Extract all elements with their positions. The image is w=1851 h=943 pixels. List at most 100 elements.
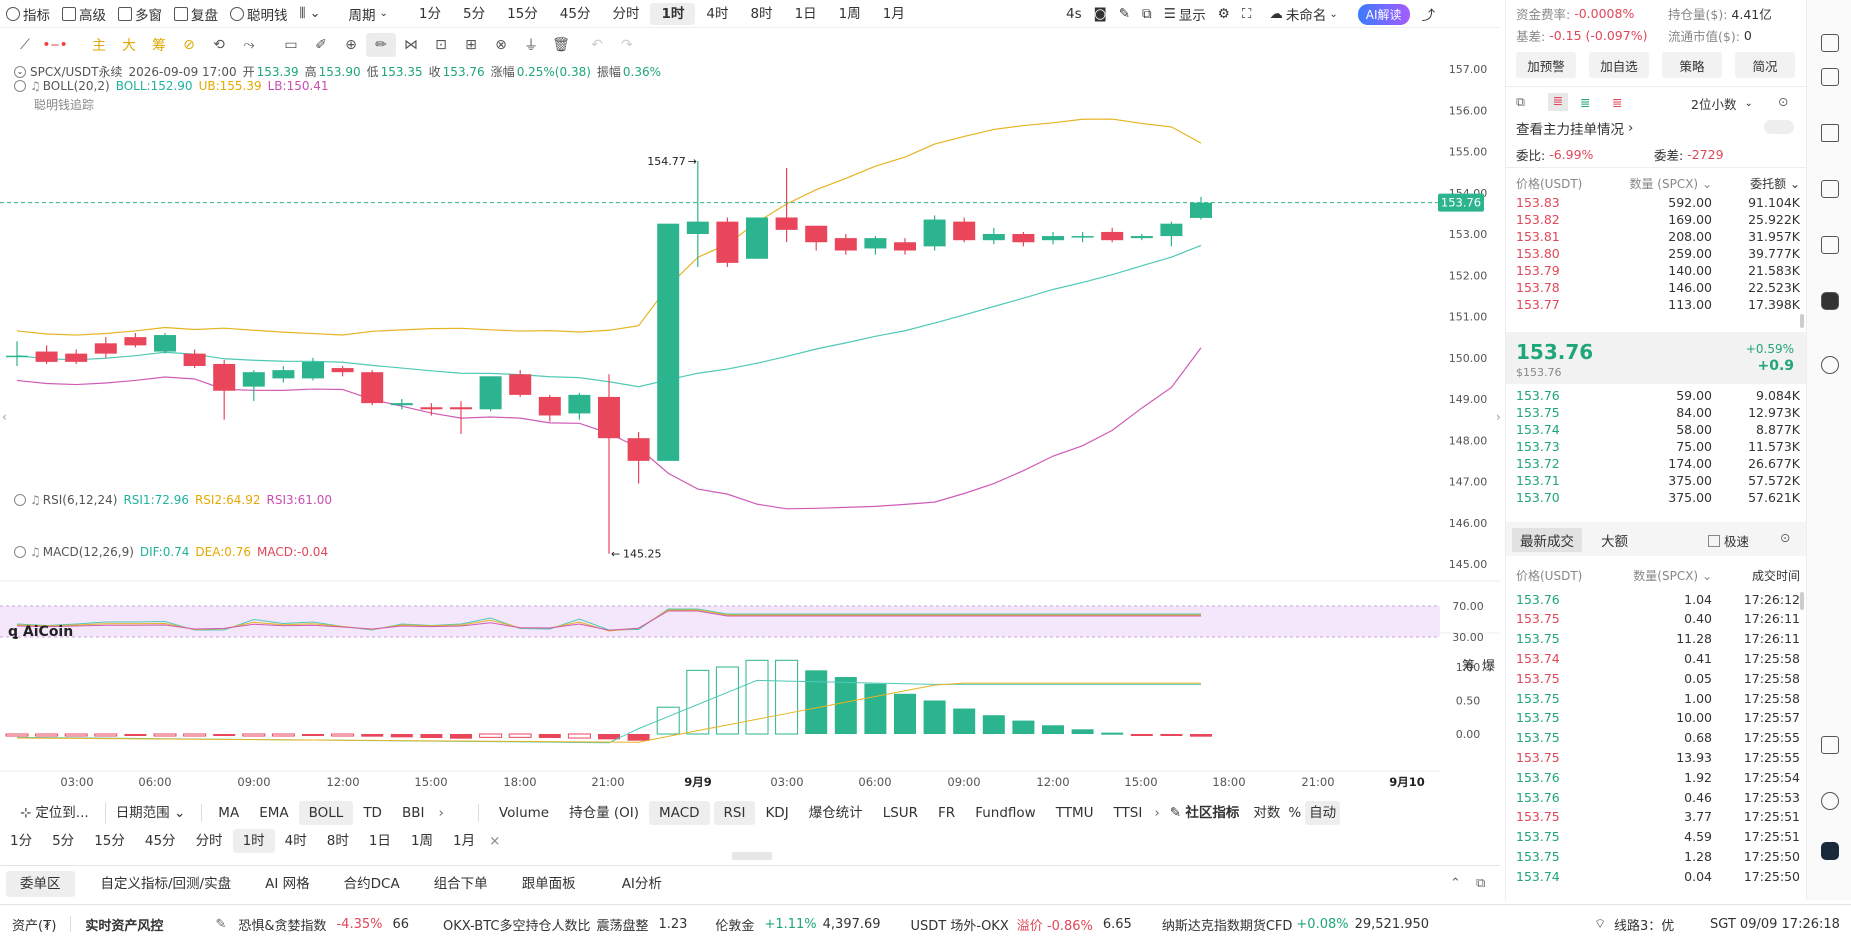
ob-header-qty[interactable]: 数量 (SPCX) ⌄ — [1629, 176, 1712, 191]
add-alert-button[interactable]: 加预警 — [1516, 52, 1576, 78]
kline-chart[interactable]: 157.00156.00155.00154.00153.00152.00151.… — [0, 61, 1500, 801]
sub-ttmu[interactable]: TTMU — [1055, 805, 1094, 821]
usdt-otc-label[interactable]: USDT 场外-OKX — [910, 918, 1009, 934]
gold-label[interactable]: 伦敦金 — [715, 918, 755, 934]
apps-icon[interactable] — [1821, 736, 1839, 754]
chevron-right-icon[interactable]: › — [438, 805, 444, 821]
bid-row[interactable]: 153.73 75.00 11.573K — [1516, 436, 1802, 456]
tab-ai-analysis[interactable]: AI分析 — [621, 875, 662, 892]
swap-icon[interactable] — [1821, 356, 1839, 374]
trade-row[interactable]: 153.75 11.28 17:26:11 — [1516, 629, 1802, 649]
connection-line[interactable]: 线路3：优 — [1614, 918, 1675, 934]
tf2-4h[interactable]: 4时 — [284, 833, 307, 849]
tf2-1m[interactable]: 1分 — [10, 833, 33, 849]
collapse-icon[interactable] — [14, 494, 26, 506]
percent-scale-toggle[interactable]: % — [1288, 805, 1302, 821]
sub-volume[interactable]: Volume — [498, 805, 550, 821]
sub-liquidation[interactable]: 爆仓统计 — [808, 805, 863, 821]
zoom-in-icon[interactable]: ⊕ — [345, 36, 357, 53]
bell-icon[interactable]: ♫ — [30, 493, 41, 507]
redo-icon[interactable]: ↷ — [621, 36, 633, 53]
tf2-15m[interactable]: 15分 — [94, 833, 125, 849]
chip-toggle[interactable]: 筹 — [1462, 659, 1476, 674]
tf-4h[interactable]: 4时 — [706, 5, 729, 22]
sub-oi[interactable]: 持仓量 (OI) — [569, 805, 640, 821]
tf2-1d[interactable]: 1日 — [368, 833, 391, 849]
trade-panel-icon[interactable] — [1821, 34, 1839, 52]
tf-8h[interactable]: 8时 — [750, 5, 773, 22]
trade-row[interactable]: 153.75 4.59 17:25:51 — [1516, 827, 1802, 847]
ask-row[interactable]: 153.82 169.00 25.922K — [1516, 209, 1802, 229]
bid-row[interactable]: 153.75 84.00 12.973K — [1516, 402, 1802, 422]
ruler-icon[interactable]: ✐ — [315, 36, 327, 53]
trade-row[interactable]: 153.75 10.00 17:25:57 — [1516, 708, 1802, 728]
sub-fr[interactable]: FR — [938, 805, 956, 821]
ray-tool-icon[interactable]: •‒• — [42, 36, 68, 53]
okx-ratio-label[interactable]: OKX-BTC多空持仓人数比 — [443, 918, 591, 934]
chip-icon[interactable]: 筹 — [152, 37, 166, 54]
trade-row[interactable]: 153.76 1.04 17:26:12 — [1516, 589, 1802, 609]
trade-row[interactable]: 153.74 0.41 17:25:58 — [1516, 648, 1802, 668]
display-menu[interactable]: ☰ 显示 — [1158, 0, 1212, 28]
trade-row[interactable]: 153.75 0.68 17:25:55 — [1516, 728, 1802, 748]
tab-dca[interactable]: 合约DCA — [343, 875, 400, 892]
overview-button[interactable]: 简况 — [1735, 52, 1795, 78]
indicator-menu[interactable]: 指标 — [0, 0, 56, 28]
assistant-icon[interactable] — [1821, 842, 1839, 860]
ind-boll[interactable]: BOLL — [298, 801, 354, 825]
tf-45m[interactable]: 45分 — [559, 5, 591, 22]
assets-menu[interactable]: 资产(₮) — [12, 918, 57, 934]
collapse-icon[interactable] — [14, 80, 26, 92]
text-tool-icon[interactable]: ▭ — [284, 36, 298, 53]
tf2-1w[interactable]: 1周 — [410, 833, 434, 849]
date-range-button[interactable]: 日期范围 ⌄ — [104, 801, 196, 825]
sub-fundflow[interactable]: Fundflow — [975, 805, 1036, 821]
ask-row[interactable]: 153.78 146.00 22.523K — [1516, 277, 1802, 297]
sub-ttsi[interactable]: TTSI — [1113, 805, 1143, 821]
ind-ma[interactable]: MA — [218, 805, 240, 821]
trade-row[interactable]: 153.75 1.00 17:25:58 — [1516, 688, 1802, 708]
settings-icon[interactable]: ⚙ — [1217, 6, 1230, 22]
bell-icon[interactable]: ♫ — [30, 79, 41, 93]
tab-latest-trades[interactable]: 最新成交 — [1512, 528, 1582, 552]
tab-large-trades[interactable]: 大额 — [1601, 534, 1628, 550]
collapse-panel-icon[interactable]: ⌃ — [1450, 876, 1461, 891]
cursor-icon[interactable]: ⤳ — [243, 36, 255, 53]
bid-row[interactable]: 153.74 58.00 8.877K — [1516, 419, 1802, 439]
magnet-icon[interactable]: ⋈ — [404, 36, 418, 53]
tf2-5m[interactable]: 5分 — [52, 833, 75, 849]
hide-icon[interactable]: ⊘ — [183, 36, 195, 53]
trash-icon[interactable]: 🗑 — [552, 36, 570, 53]
tf2-1h[interactable]: 1时 — [232, 829, 275, 853]
ob-header-total[interactable]: 委托额 ⌄ — [1750, 176, 1800, 191]
decimals-select[interactable]: 2位小数 ⌄ — [1691, 94, 1753, 113]
main-orders-link[interactable]: 查看主力挂单情况 › — [1516, 118, 1633, 138]
log-scale-toggle[interactable]: 对数 — [1253, 805, 1281, 821]
panel-resize-handle[interactable] — [732, 852, 772, 860]
bell-icon[interactable]: ♫ — [30, 545, 41, 559]
ob-both-icon[interactable]: ≣ — [1548, 93, 1568, 111]
tf2-1M[interactable]: 1月 — [453, 833, 476, 849]
trade-row[interactable]: 153.76 1.92 17:25:54 — [1516, 767, 1802, 787]
tab-orders[interactable]: 委单区 — [6, 870, 75, 897]
tf2-timeshare[interactable]: 分时 — [195, 833, 223, 849]
fear-greed-label[interactable]: 恐惧&贪婪指数 — [238, 918, 327, 934]
multi-window-menu[interactable]: 多窗 — [112, 0, 168, 28]
ai-explain-button[interactable]: AI解读 — [1357, 3, 1410, 25]
sub-macd[interactable]: MACD — [649, 801, 710, 825]
tf-15m[interactable]: 15分 — [507, 5, 538, 22]
replay-menu[interactable]: 复盘 — [168, 0, 224, 28]
main-orders-toggle[interactable] — [1764, 120, 1794, 134]
bid-row[interactable]: 153.72 174.00 26.677K — [1516, 453, 1802, 473]
trade-row[interactable]: 153.75 0.40 17:26:11 — [1516, 609, 1802, 629]
gtp-icon[interactable] — [1821, 236, 1839, 254]
trade-row[interactable]: 153.75 0.05 17:25:58 — [1516, 668, 1802, 688]
smart-money-menu[interactable]: 聪明钱 — [224, 0, 294, 28]
risk-control[interactable]: 实时资产风控 — [85, 918, 164, 934]
line-tool-icon[interactable]: ⟋ — [20, 36, 30, 53]
community-indicators[interactable]: ✎ 社区指标 — [1160, 801, 1250, 825]
tf2-8h[interactable]: 8时 — [326, 833, 349, 849]
collapse-icon[interactable] — [14, 546, 26, 558]
auto-scale-toggle[interactable]: 自动 — [1305, 801, 1341, 825]
layout-menu[interactable]: ☁ 未命名 ⌄ — [1263, 0, 1343, 28]
